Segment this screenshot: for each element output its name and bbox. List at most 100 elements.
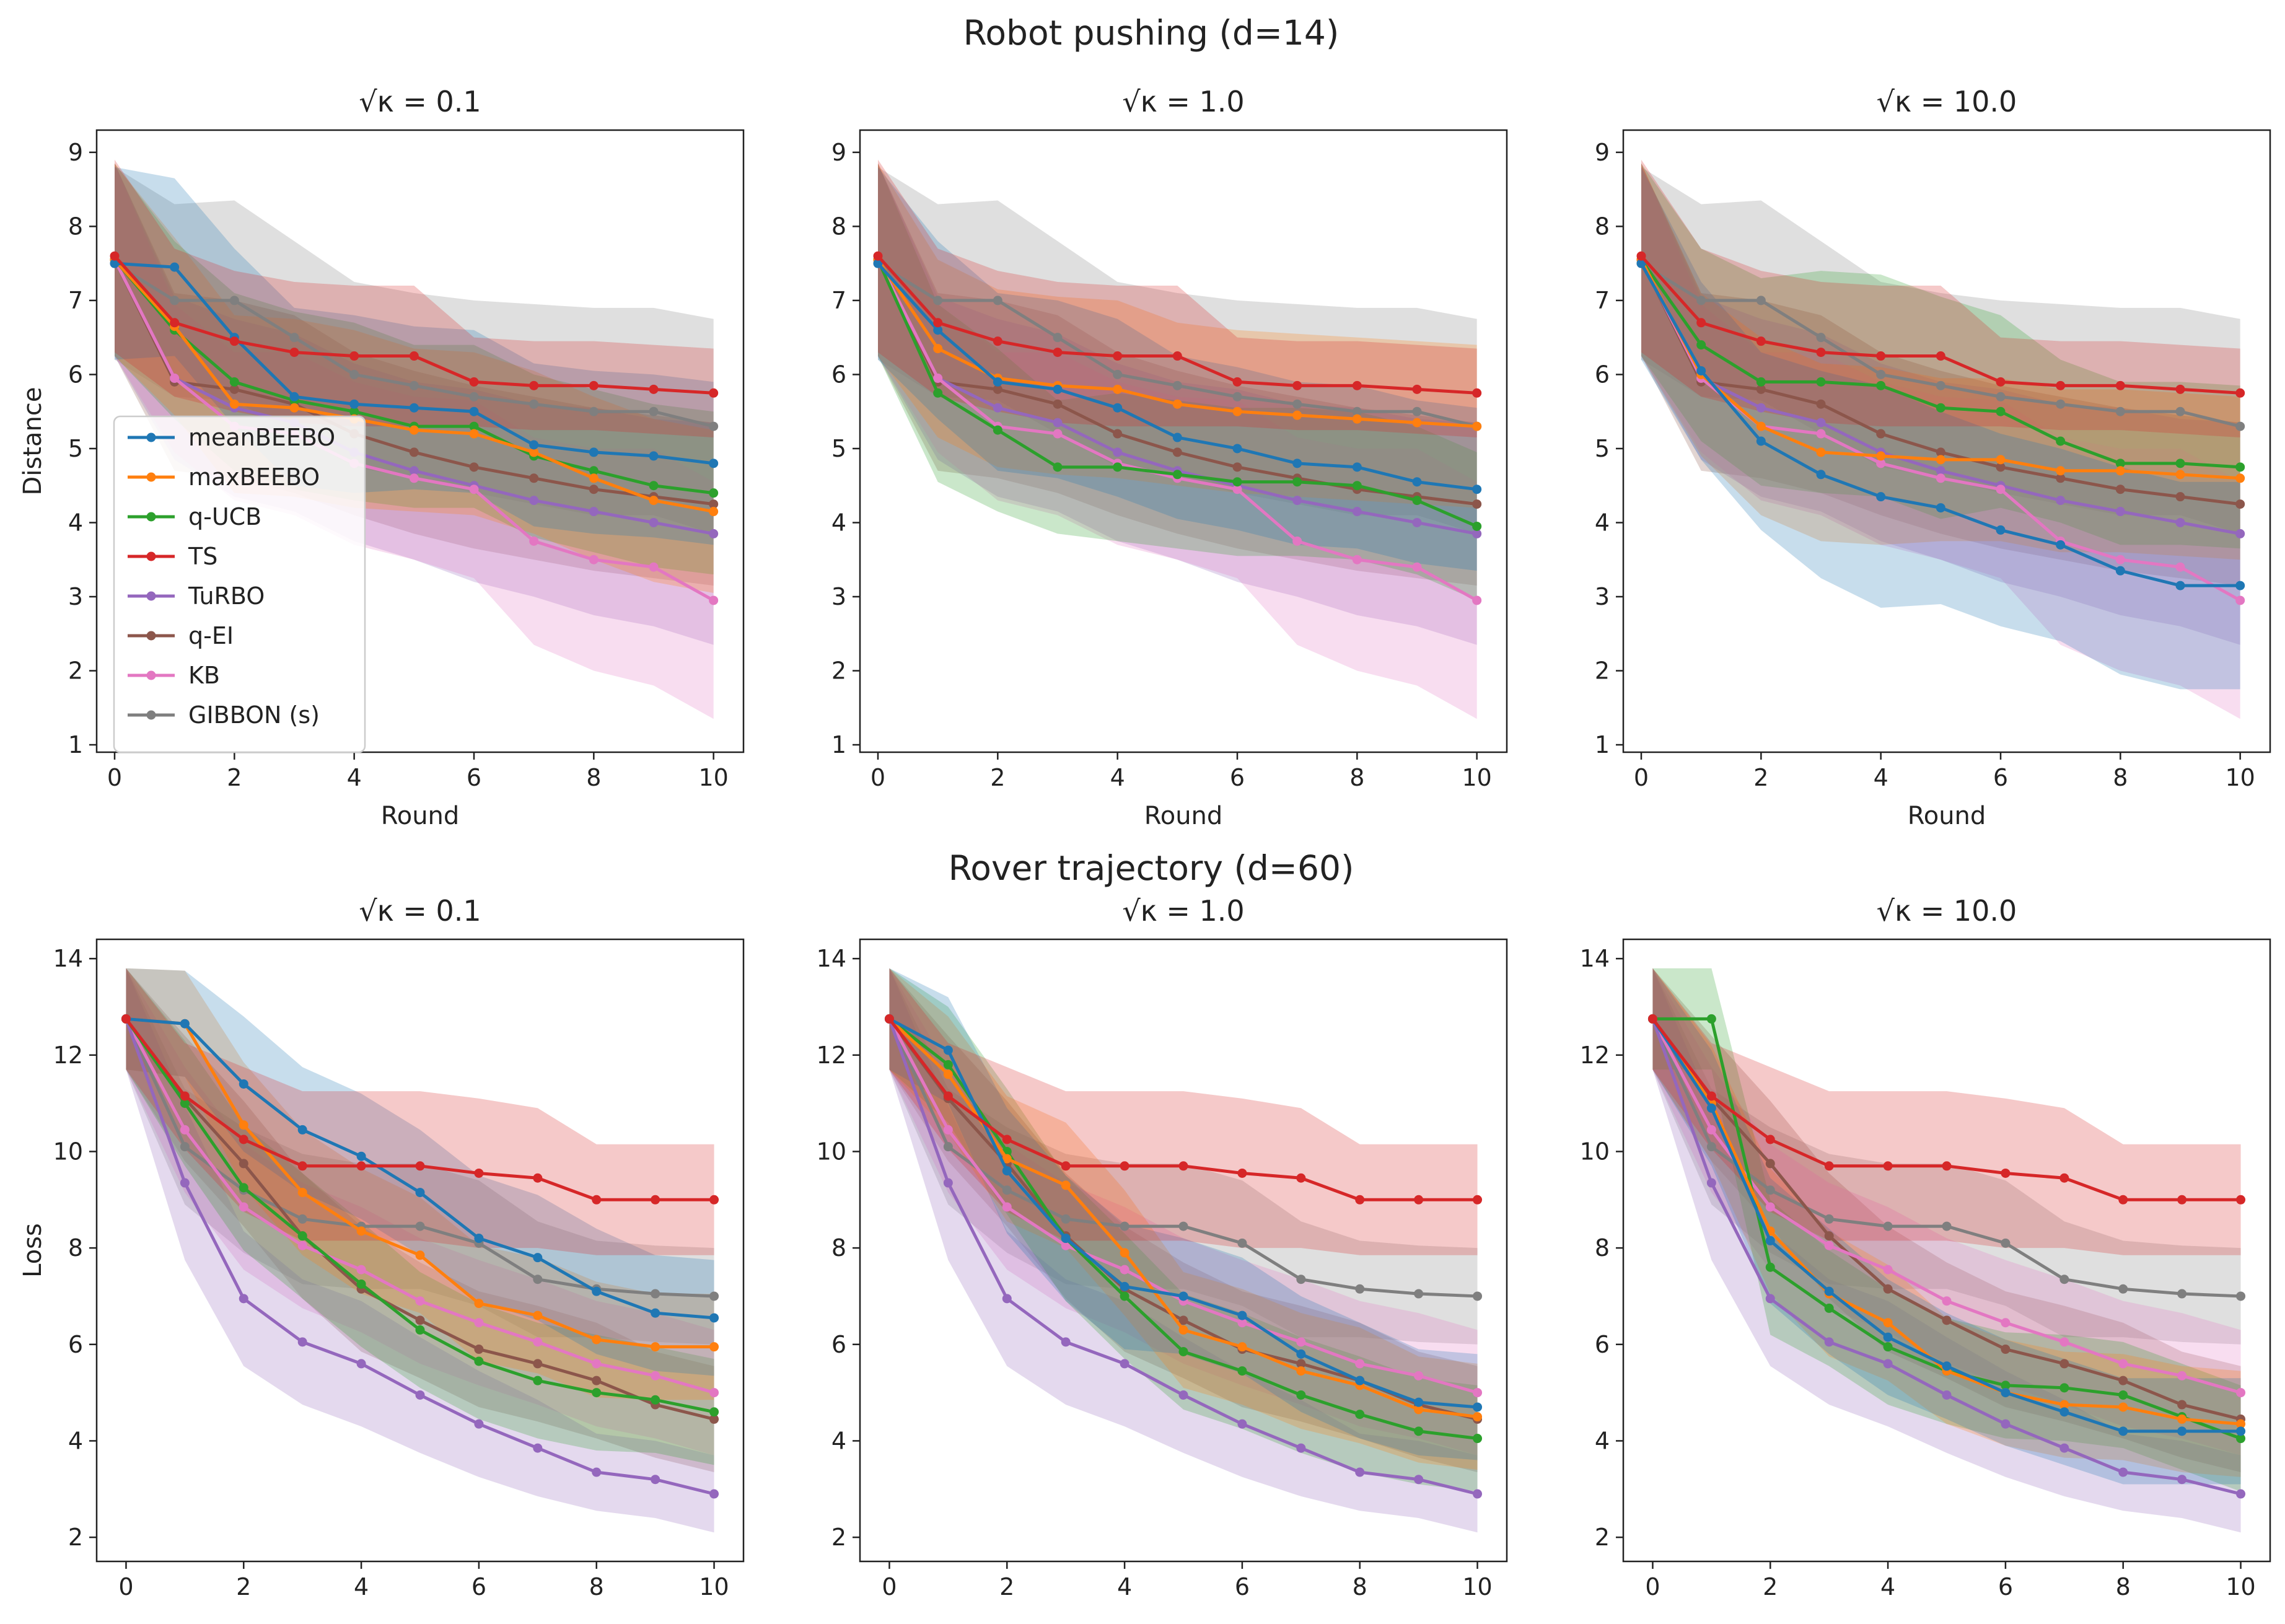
qucb-point <box>1296 1390 1306 1400</box>
y-tick-label: 6 <box>1595 1331 1610 1358</box>
qei-point <box>1296 1359 1306 1369</box>
legend-swatch-marker <box>146 591 156 601</box>
kb-point <box>415 1296 425 1306</box>
x-tick-label: 8 <box>589 1573 604 1600</box>
qucb-point <box>589 466 599 476</box>
qucb-point <box>1765 1262 1775 1272</box>
x-axis-label: Round <box>381 802 460 830</box>
turbo-point <box>993 403 1002 413</box>
qei-band <box>1652 968 2241 1473</box>
ts-point <box>943 1091 953 1101</box>
qucb-band <box>126 968 714 1465</box>
qei-point <box>409 447 419 457</box>
panel-title: √κ = 0.1 <box>359 85 481 118</box>
y-tick-label: 8 <box>1595 213 1610 240</box>
kb-band <box>1641 163 2240 719</box>
turbo-point <box>2235 529 2245 538</box>
kb-point <box>2177 1371 2187 1380</box>
mean-point <box>2236 1426 2246 1436</box>
x-tick-label: 4 <box>347 764 362 791</box>
x-tick-label: 8 <box>1353 1573 1367 1600</box>
qei-point <box>1816 399 1826 409</box>
qucb-point <box>2236 1434 2246 1444</box>
max-band <box>126 968 714 1400</box>
y-tick-label: 9 <box>831 139 846 166</box>
kb-point <box>1876 459 1886 468</box>
y-tick-label: 10 <box>53 1138 83 1165</box>
mean-point <box>349 399 359 409</box>
y-tick-label: 4 <box>1595 509 1610 536</box>
turbo-point <box>589 507 599 517</box>
gibbon-band <box>115 167 714 534</box>
x-tick-label: 6 <box>471 1573 486 1600</box>
gibbon-point <box>1412 406 1422 416</box>
kb-point <box>2118 1359 2128 1369</box>
gibbon-point <box>529 399 539 409</box>
mean-point <box>1172 432 1182 442</box>
axes-frame <box>859 129 1508 753</box>
legend-swatch-marker <box>146 631 156 641</box>
gibbon-point <box>1232 392 1242 402</box>
max-point <box>409 425 419 435</box>
max-point <box>356 1226 366 1236</box>
qucb-point <box>1696 340 1706 350</box>
panel-r1-c2: √κ = 10.0 0 2 4 6 8 10 2 4 6 8 10 12 14 <box>1580 894 2271 1600</box>
gibbon-point <box>933 296 943 305</box>
gibbon-point <box>943 1142 953 1152</box>
ts-point <box>1936 351 1945 361</box>
ts-point <box>239 1135 248 1144</box>
qucb-band <box>878 163 1477 600</box>
turbo-point <box>2118 1467 2128 1477</box>
kb-point <box>1816 429 1826 439</box>
max-point <box>589 473 599 483</box>
mean-point <box>873 258 883 268</box>
x-tick-label: 6 <box>1998 1573 2013 1600</box>
qei-point <box>415 1315 425 1325</box>
gibbon-point <box>1816 333 1826 343</box>
qei-point <box>2118 1376 2128 1385</box>
turbo-point <box>1178 1390 1188 1400</box>
y-tick-label: 6 <box>68 1331 83 1358</box>
y-tick-label: 9 <box>68 139 83 166</box>
max-point <box>1296 1366 1306 1376</box>
qei-point <box>2001 1345 2011 1354</box>
ts-point <box>110 251 120 261</box>
qucb-point <box>1232 477 1242 487</box>
gibbon-point <box>2236 1291 2246 1301</box>
kb-point <box>1706 1125 1716 1135</box>
turbo-point <box>709 529 719 538</box>
max-point <box>289 403 299 413</box>
panel-title: √κ = 0.1 <box>359 894 481 928</box>
legend-swatch-marker <box>146 670 156 680</box>
mean-point <box>180 1019 190 1029</box>
qei-band <box>1641 163 2240 586</box>
gibbon-point <box>2059 1275 2069 1284</box>
qucb-point <box>1178 1346 1188 1356</box>
turbo-point <box>1061 1337 1071 1347</box>
turbo-point <box>1296 1443 1306 1453</box>
gibbon-point <box>2177 1289 2187 1299</box>
qei-point <box>2056 473 2066 483</box>
mean-point <box>1061 1234 1071 1244</box>
max-point <box>415 1250 425 1260</box>
kb-point <box>2236 1388 2246 1398</box>
max-point <box>1936 455 1945 465</box>
gibbon-point <box>2118 1284 2128 1294</box>
ts-point <box>709 388 719 398</box>
qucb-point <box>1883 1342 1893 1352</box>
qucb-point <box>229 377 239 387</box>
qucb-point <box>1876 380 1886 390</box>
axes-frame <box>1622 938 2271 1563</box>
kb-point <box>1120 1265 1129 1275</box>
kb-point <box>592 1359 602 1369</box>
legend-swatch-marker <box>146 710 156 720</box>
turbo-point <box>1824 1337 1834 1347</box>
legend-label: maxBEEBO <box>188 463 320 491</box>
qei-point <box>533 1359 543 1369</box>
qucb-point <box>943 1060 953 1069</box>
ts-point <box>589 380 599 390</box>
max-point <box>1232 406 1242 416</box>
qucb-point <box>469 421 479 431</box>
mean-point <box>1178 1291 1188 1301</box>
